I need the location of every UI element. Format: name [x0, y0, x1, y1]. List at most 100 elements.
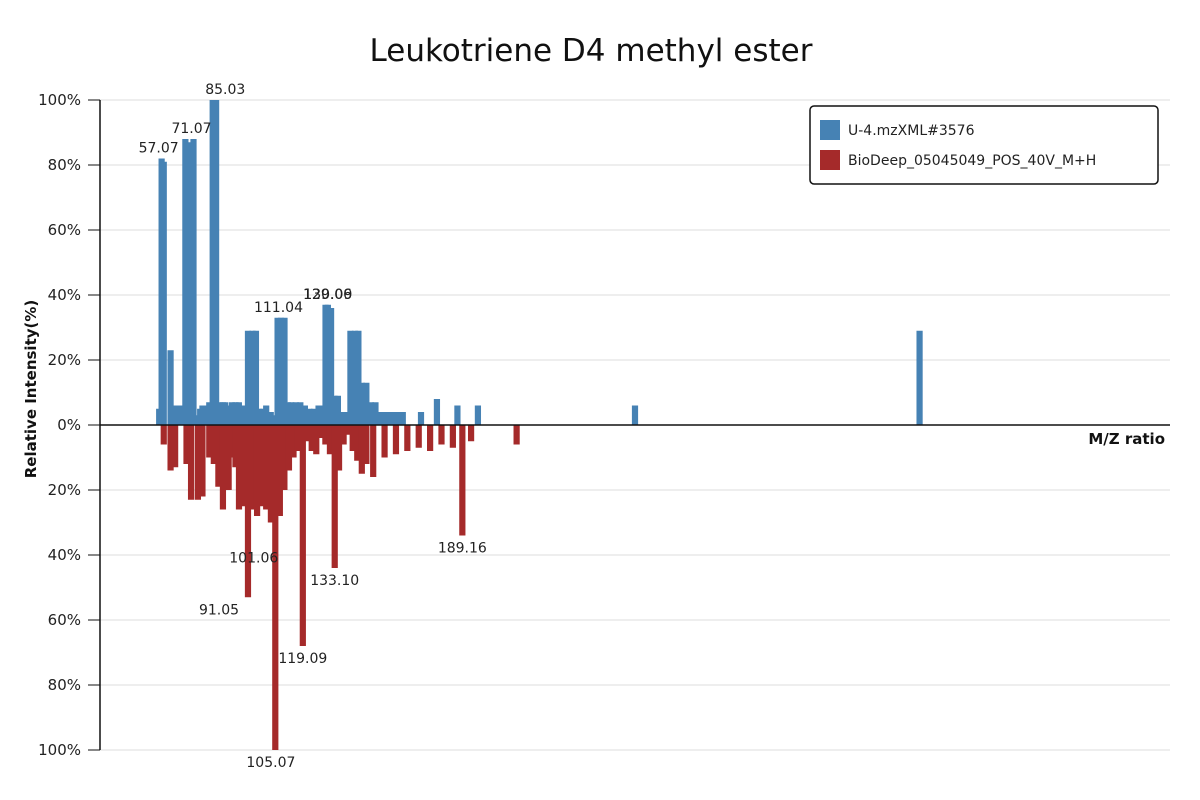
y-tick-label: 40% — [48, 546, 81, 564]
peak-label: 85.03 — [205, 82, 245, 98]
y-tick-label: 40% — [48, 286, 81, 304]
bar-bottom — [267, 425, 275, 523]
bars-layer — [156, 100, 923, 750]
bar-bottom — [160, 425, 167, 445]
bar-bottom — [210, 425, 217, 464]
y-tick-label: 100% — [38, 741, 81, 759]
bar-top — [347, 330, 354, 425]
y-tick-label: 80% — [48, 156, 81, 174]
bar-bottom — [199, 425, 206, 497]
bar-top — [199, 405, 206, 425]
y-axis-title: Relative Intensity(%) — [22, 300, 40, 479]
bar-bottom — [172, 425, 179, 468]
bar-top — [351, 330, 359, 425]
bar-bottom — [206, 425, 213, 458]
bar-bottom — [381, 425, 388, 458]
bar-top — [358, 382, 365, 425]
legend-swatch-top — [820, 120, 840, 140]
peak-label: 101.06 — [229, 550, 278, 566]
bar-top — [288, 402, 295, 425]
bar-top — [338, 412, 345, 425]
legend: U-4.mzXML#3576 BioDeep_05045049_POS_40V_… — [809, 105, 1159, 185]
peak-label: 91.05 — [199, 602, 239, 618]
bar-top — [631, 405, 639, 425]
bar-bottom — [249, 425, 256, 510]
bar-top — [202, 405, 209, 425]
bar-bottom — [290, 425, 297, 458]
bar-bottom — [235, 425, 243, 510]
bar-bottom — [215, 425, 222, 487]
bar-bottom — [331, 425, 338, 568]
bar-bottom — [449, 425, 456, 448]
bar-bottom — [228, 425, 236, 458]
bar-top — [327, 308, 335, 425]
bar-top — [209, 100, 216, 425]
bar-bottom — [340, 425, 347, 445]
bar-top — [306, 408, 313, 425]
peak-label: 119.09 — [278, 651, 327, 667]
bar-bottom — [308, 425, 315, 451]
bar-bottom — [404, 425, 411, 451]
bar-bottom — [313, 425, 320, 455]
bar-top — [249, 330, 256, 425]
bar-top — [281, 317, 288, 425]
bar-top — [225, 405, 232, 425]
bar-bottom — [326, 425, 334, 455]
bar-top — [390, 412, 397, 425]
bar-bottom — [263, 425, 270, 510]
bar-bottom — [299, 425, 306, 646]
peak-label: 57.07 — [139, 141, 179, 157]
y-tick-label: 20% — [48, 481, 81, 499]
legend-swatch-bottom — [820, 150, 840, 170]
bar-bottom — [194, 425, 201, 500]
bar-top — [386, 412, 393, 425]
bar-top — [263, 405, 270, 425]
y-tick-label: 80% — [48, 676, 81, 694]
bar-top — [324, 304, 331, 425]
chart-title: Leukotriene D4 methyl ester — [370, 33, 813, 69]
bar-top — [185, 142, 192, 425]
bar-bottom — [467, 425, 475, 442]
bar-top — [274, 317, 281, 425]
bar-bottom — [232, 425, 239, 468]
bar-top — [213, 100, 220, 425]
bar-bottom — [285, 425, 293, 471]
bar-top — [342, 412, 349, 425]
bar-bottom — [363, 425, 370, 464]
bar-bottom — [427, 425, 434, 451]
bar-top — [363, 382, 370, 425]
bar-top — [256, 408, 263, 425]
bar-bottom — [240, 425, 247, 507]
bar-top — [454, 405, 461, 425]
peak-label: 105.07 — [246, 755, 295, 771]
peak-label: 71.07 — [171, 121, 211, 137]
bar-bottom — [294, 425, 302, 451]
bar-top — [193, 415, 200, 425]
bar-bottom — [183, 425, 190, 464]
bar-bottom — [335, 425, 343, 471]
bar-top — [367, 402, 375, 425]
bar-top — [297, 402, 304, 425]
bar-top — [222, 402, 229, 425]
bar-top — [244, 330, 252, 425]
bar-top — [315, 405, 322, 425]
bar-top — [271, 415, 278, 425]
bar-top — [216, 402, 223, 425]
bar-top — [232, 402, 239, 425]
bar-bottom — [167, 425, 174, 471]
peak-label: 130.09 — [303, 287, 352, 303]
bar-top — [228, 402, 236, 425]
peak-label: 111.04 — [254, 300, 303, 316]
bar-top — [376, 412, 384, 425]
x-axis-title: M/Z ratio — [1088, 430, 1165, 448]
bar-top — [399, 412, 406, 425]
bar-bottom — [317, 425, 324, 438]
bar-bottom — [272, 425, 279, 750]
bar-top — [259, 408, 266, 425]
peak-label: 129.06 — [303, 287, 352, 303]
bar-bottom — [281, 425, 288, 490]
bar-bottom — [244, 425, 252, 598]
bar-bottom — [415, 425, 422, 448]
